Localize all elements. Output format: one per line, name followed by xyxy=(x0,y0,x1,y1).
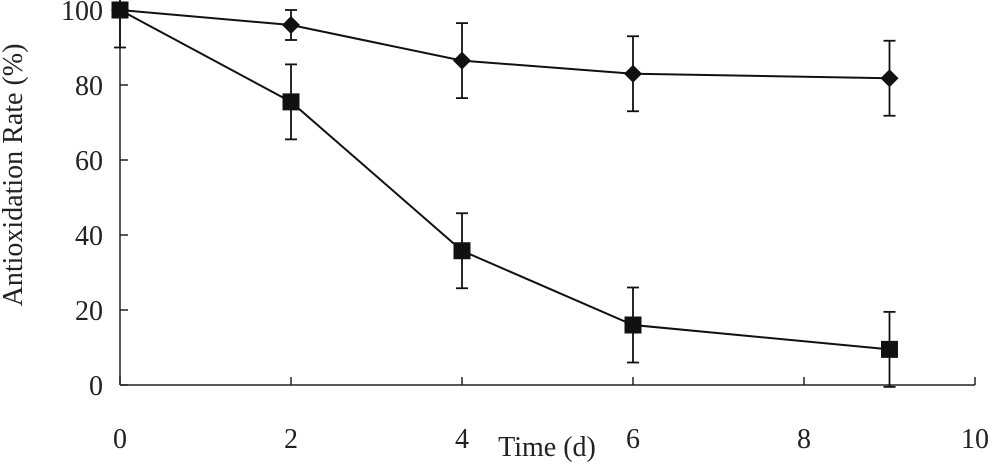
x-tick-label: 4 xyxy=(455,424,469,455)
y-tick-label: 0 xyxy=(89,371,103,402)
y-tick-label: 20 xyxy=(75,296,103,327)
y-axis-title: Antioxidation Rate (%) xyxy=(0,44,29,307)
x-ticks: 0 2 4 6 8 10 xyxy=(113,377,989,455)
data-point-square xyxy=(282,93,300,111)
y-tick-label: 100 xyxy=(61,0,103,27)
y-tick-label: 80 xyxy=(75,71,103,102)
y-ticks: 0 20 40 60 80 100 xyxy=(61,0,128,402)
axes xyxy=(119,10,975,386)
data-point-diamond xyxy=(624,64,642,83)
y-tick-label: 40 xyxy=(75,221,103,252)
data-point-square xyxy=(881,340,898,358)
data-point-diamond xyxy=(282,16,300,34)
series-square xyxy=(111,0,898,388)
data-point-diamond xyxy=(880,69,899,88)
data-point-square xyxy=(624,316,642,334)
series-diamond xyxy=(111,1,899,117)
series-line xyxy=(119,9,890,351)
x-axis-title: Time (d) xyxy=(498,432,596,463)
data-point-square xyxy=(111,1,129,19)
y-tick-label: 60 xyxy=(75,146,103,177)
x-tick-label: 2 xyxy=(284,424,298,455)
data-point-square xyxy=(453,242,471,260)
x-tick-label: 6 xyxy=(626,424,640,455)
x-tick-label: 8 xyxy=(797,424,811,455)
x-tick-label: 10 xyxy=(961,424,989,455)
series-line xyxy=(119,9,890,80)
data-point-diamond xyxy=(453,51,471,70)
x-tick-label: 0 xyxy=(113,424,127,455)
series-layer xyxy=(111,0,899,388)
